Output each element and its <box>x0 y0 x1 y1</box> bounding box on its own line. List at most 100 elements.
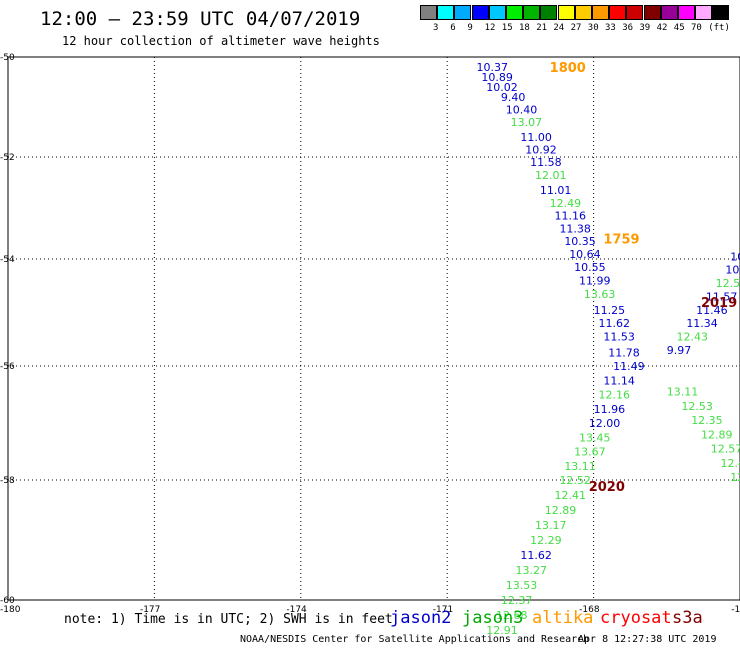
legend-label: 33 <box>605 23 616 33</box>
legend-label: 30 <box>587 23 599 33</box>
swh-value-label: 12.89 <box>545 504 577 517</box>
legend-label: 3 <box>433 23 439 33</box>
swh-value-label: 13.67 <box>574 446 606 459</box>
legend-swatch <box>540 5 558 20</box>
legend-label: 6 <box>450 23 456 33</box>
lon-tick-label: -171 <box>433 605 453 615</box>
legend-label: 15 <box>501 23 513 33</box>
legend-label: 24 <box>553 23 565 33</box>
swh-value-label: 13.11 <box>564 460 596 473</box>
swh-value-label: 11.38 <box>559 222 591 235</box>
legend-swatch <box>523 5 541 20</box>
legend-swatch <box>488 5 506 20</box>
swh-value-label: 11.14 <box>603 374 635 387</box>
swh-value-label: 12.89 <box>701 428 733 441</box>
lon-tick-label: -180 <box>0 605 21 615</box>
legend-swatch <box>609 5 627 20</box>
swh-value-label: 12.16 <box>598 389 630 402</box>
swh-value-label: 13.63 <box>584 288 616 301</box>
legend-swatch <box>592 5 609 20</box>
lon-tick-label: -177 <box>140 605 160 615</box>
lat-tick-label: -50 <box>0 53 15 63</box>
swh-value-label: 11.57 <box>706 290 738 303</box>
track-time-label: 1759 <box>603 233 639 248</box>
legend-swatch <box>471 5 489 20</box>
legend-swatch <box>437 5 455 20</box>
swh-value-label: 12.69 <box>730 471 740 484</box>
map-subtitle: 12 hour collection of altimeter wave hei… <box>62 34 380 48</box>
swh-value-label: 12.37 <box>501 594 533 607</box>
legend-units: (ft) <box>708 23 730 33</box>
swh-value-label: 11.01 <box>540 184 572 197</box>
satellite-name-s3a: s3a <box>672 608 703 628</box>
swh-value-label: 12.01 <box>535 169 567 182</box>
swh-value-label: 12.29 <box>530 534 562 547</box>
track-time-label: 2019 <box>701 296 737 311</box>
credit-text: NOAA/NESDIS Center for Satellite Applica… <box>240 634 590 645</box>
legend-swatch <box>626 5 644 20</box>
swh-value-label: 12.50 <box>716 277 740 290</box>
swh-value-label: 11.58 <box>530 156 562 169</box>
swh-value-label: 12.68 <box>496 609 528 622</box>
legend-swatch <box>678 5 695 20</box>
swh-value-label: 12.52 <box>559 474 591 487</box>
legend-label: 42 <box>656 23 668 33</box>
swh-value-label: 13.45 <box>579 431 611 444</box>
footer-note: note: 1) Time is in UTC; 2) SWH is in fe… <box>64 612 393 627</box>
swh-value-label: 9.97 <box>667 344 692 357</box>
swh-value-label: 11.34 <box>686 317 718 330</box>
swh-value-label: 11.96 <box>594 403 626 416</box>
swh-value-label: 12.57 <box>711 443 740 456</box>
swh-value-label: 10.02 <box>486 81 518 94</box>
legend-label: 18 <box>519 23 530 33</box>
legend-label: 27 <box>570 23 582 33</box>
swh-value-label: 10.92 <box>525 144 557 157</box>
satellite-name-jason3: jason3 <box>462 608 524 628</box>
map-frame <box>7 56 740 601</box>
map-title: 12:00 – 23:59 UTC 04/07/2019 <box>40 8 361 30</box>
swh-value-label: 10.64 <box>569 248 601 261</box>
swh-value-label: 12.49 <box>550 197 582 210</box>
track-time-label: 1800 <box>550 61 586 76</box>
legend-swatch <box>695 5 713 20</box>
swh-value-label: 9.40 <box>501 91 526 104</box>
swh-value-label: 10.20 <box>725 264 740 277</box>
satellite-name-jason2: jason2 <box>390 608 452 628</box>
legend-swatch <box>420 5 437 20</box>
legend-swatch <box>506 5 523 20</box>
track-time-label: 2020 <box>589 480 625 495</box>
swh-value-label: 12.91 <box>486 624 518 637</box>
swh-value-label: 11.46 <box>696 304 728 317</box>
lon-tick-label: -168 <box>579 605 600 615</box>
axis-labels: -50 -52 -54 -56 -58 -60-180 -177 -174 -171 -168 -1… <box>0 53 740 615</box>
track-time-labels: 18001759201917582020 <box>550 61 737 495</box>
swh-value-label: 13.53 <box>506 579 538 592</box>
legend-swatch <box>574 5 592 20</box>
satellite-name-altika: altika <box>532 608 594 628</box>
swh-value-label: 12.35 <box>691 414 723 427</box>
lon-tick-label: -16 <box>731 605 740 615</box>
swh-value-label: 10.35 <box>564 235 596 248</box>
swh-value-label: 12.42 <box>720 457 740 470</box>
swh-value-label: 11.78 <box>608 347 640 360</box>
legend-label: 45 <box>673 23 685 33</box>
timestamp: Apr 8 12:27:38 UTC 2019 <box>578 634 717 645</box>
lat-tick-label: -60 <box>0 596 15 606</box>
swh-values: 10.3710.8910.029.4010.4013.0711.0010.921… <box>476 61 740 637</box>
swh-value-label: 12.43 <box>677 331 709 344</box>
swh-value-label: 11.62 <box>520 549 552 562</box>
swh-value-label: 10.20 <box>730 250 740 263</box>
legend-swatch <box>712 5 730 20</box>
swh-value-label: 11.49 <box>613 360 645 373</box>
swh-value-label: 10.37 <box>476 61 508 74</box>
legend-label: 39 <box>639 23 651 33</box>
lon-tick-label: -174 <box>286 605 307 615</box>
swh-value-label: 11.00 <box>520 131 552 144</box>
swh-value-label: 10.89 <box>481 71 513 84</box>
swh-value-label: 10.40 <box>506 104 538 117</box>
swh-value-label: 13.17 <box>535 519 567 532</box>
swh-value-label: 12.41 <box>555 489 587 502</box>
swh-value-label: 11.53 <box>603 331 635 344</box>
lat-tick-label: -54 <box>0 255 15 265</box>
